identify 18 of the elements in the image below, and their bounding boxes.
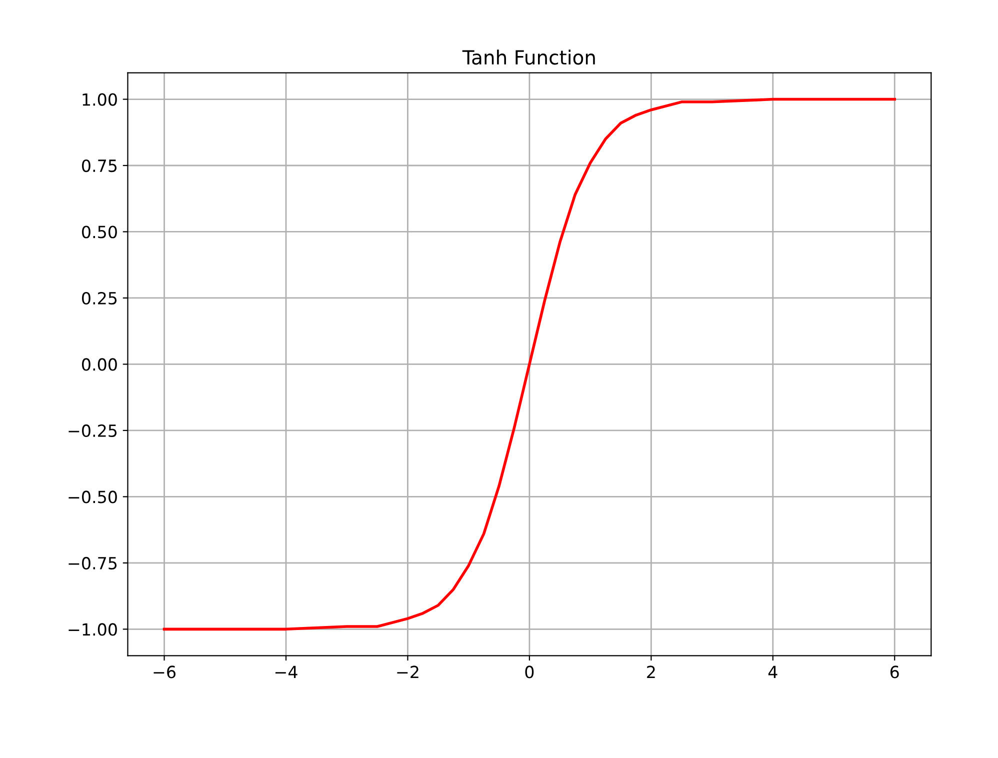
y-tick-label: 0.25 [82, 292, 117, 305]
y-tick-label: 0.00 [82, 358, 117, 371]
line-series [162, 98, 896, 631]
y-tick-label: −0.25 [68, 424, 117, 438]
x-tick-label: −4 [275, 666, 298, 678]
x-tick-label: 6 [890, 666, 899, 678]
y-tick-label: −0.50 [68, 490, 117, 504]
chart-title: Tanh Function [462, 50, 595, 65]
x-tick-label: −2 [397, 666, 418, 678]
y-tick-label: 0.75 [82, 159, 117, 172]
x-tick-label: 2 [647, 666, 655, 678]
y-tick-label: 0.50 [82, 226, 117, 238]
x-tick-label: 4 [768, 666, 778, 678]
x-tick-label: −6 [154, 666, 176, 678]
y-tick-label: 1.00 [82, 93, 117, 106]
y-tick-label: −0.75 [68, 556, 117, 570]
x-tick-label: 0 [525, 666, 534, 678]
y-tick-label: −1.00 [68, 623, 117, 636]
